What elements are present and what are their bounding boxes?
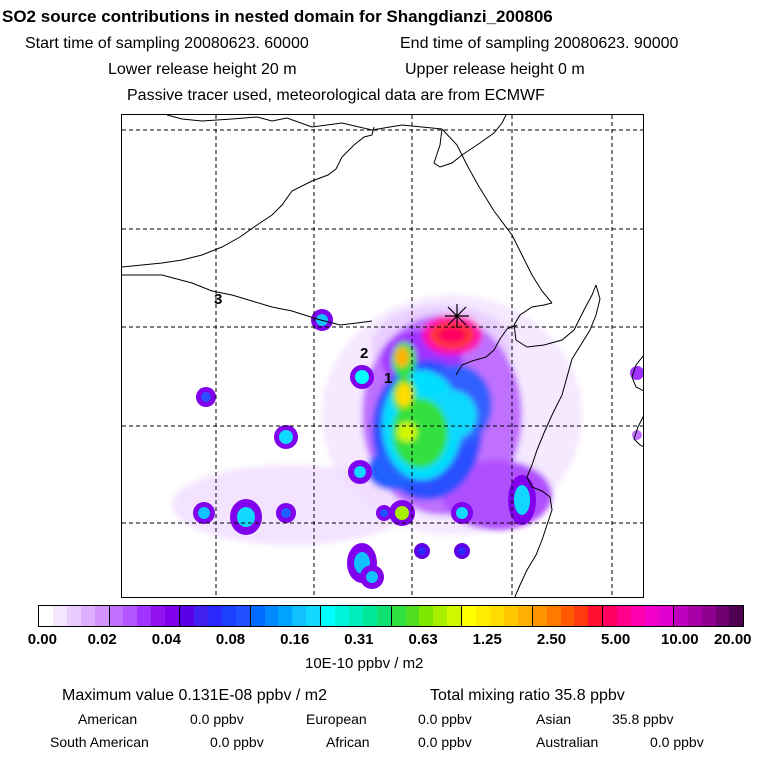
colorbar-segment <box>39 606 53 626</box>
colorbar-tick-label: 2.50 <box>536 631 567 648</box>
colorbar-segment <box>137 606 152 626</box>
plume-field <box>172 295 582 545</box>
colorbar-segment <box>588 606 604 626</box>
region-value: 0.0 ppbv <box>418 734 472 750</box>
colorbar-tick-label: 0.00 <box>27 631 57 648</box>
region-name: European <box>306 711 367 727</box>
colorbar-segment <box>278 606 293 626</box>
map-label-2: 2 <box>360 345 368 362</box>
coastlines <box>122 115 643 597</box>
max-value: Maximum value 0.131E-08 ppbv / m2 <box>62 687 328 704</box>
colorbar-tick-label: 0.63 <box>408 631 438 648</box>
colorbar-segment <box>250 606 265 626</box>
region-name: American <box>78 711 138 727</box>
colorbar-segment <box>207 606 222 626</box>
colorbar-segment <box>306 606 322 626</box>
colorbar-segment <box>560 606 575 626</box>
colorbar-segment <box>264 606 279 626</box>
colorbar-segment <box>66 606 81 626</box>
region-value: 0.0 ppbv <box>210 734 264 750</box>
region-value: 0.0 ppbv <box>190 711 244 727</box>
map-panel: 3 2 1 <box>121 114 644 598</box>
colorbar-tick-label: 10.00 <box>661 631 699 648</box>
region-value: 0.0 ppbv <box>418 711 472 727</box>
upper-release-height: Upper release height 0 m <box>405 61 585 78</box>
colorbar-segment <box>193 606 208 626</box>
colorbar-segment <box>715 606 730 626</box>
region-name: African <box>326 734 370 750</box>
colorbar-segment <box>433 606 448 626</box>
colorbar-tick-label: 0.08 <box>215 631 246 648</box>
colorbar-segment <box>165 606 181 626</box>
colorbar-segment <box>348 606 363 626</box>
region-name: Asian <box>536 711 572 727</box>
colorbar-tick-label: 20.00 <box>713 631 752 648</box>
colorbar-segment <box>419 606 434 626</box>
colorbar-segment <box>532 606 547 626</box>
colorbar-segment <box>476 606 490 626</box>
colorbar-tick-label: 0.31 <box>344 631 374 648</box>
colorbar-segment <box>405 606 420 626</box>
colorbar-segment <box>631 606 645 626</box>
colorbar-segment <box>603 606 618 626</box>
colorbar-segment <box>80 606 95 626</box>
colorbar-segment <box>617 606 632 626</box>
region-name: Australian <box>536 734 599 750</box>
colorbar-tick-label: 0.16 <box>280 631 310 648</box>
colorbar-segment <box>462 606 477 626</box>
colorbar-segment <box>490 606 504 626</box>
colorbar-unit: 10E-10 ppbv / m2 <box>305 655 424 672</box>
colorbar-segment <box>447 606 463 626</box>
region-value: 35.8 ppbv <box>612 711 674 727</box>
colorbar-segment <box>503 606 518 626</box>
map-canvas: 3 2 1 <box>122 115 643 597</box>
station-marker <box>445 304 469 328</box>
isolated-blobs <box>193 309 643 589</box>
colorbar-tick-label: 5.00 <box>601 631 631 648</box>
colorbar-segment <box>376 606 392 626</box>
region-value: 0.0 ppbv <box>650 734 704 750</box>
colorbar-segment <box>335 606 349 626</box>
region-name: South American <box>50 734 149 750</box>
map-label-1: 1 <box>384 370 392 387</box>
colorbar <box>38 605 744 627</box>
colorbar-segment <box>292 606 307 626</box>
colorbar-segment <box>123 606 138 626</box>
colorbar-segment <box>658 606 674 626</box>
colorbar-segment <box>180 606 194 626</box>
colorbar-tick-label: 0.04 <box>151 631 181 648</box>
end-time: End time of sampling 20080623. 90000 <box>400 35 679 52</box>
colorbar-segment <box>687 606 702 626</box>
lower-release-height: Lower release height 20 m <box>108 61 297 78</box>
colorbar-segment <box>321 606 336 626</box>
tracer-note: Passive tracer used, meteorological data… <box>127 87 545 104</box>
colorbar-segment <box>109 606 124 626</box>
total-mixing-ratio: Total mixing ratio 35.8 ppbv <box>430 687 625 704</box>
colorbar-segment <box>94 606 110 626</box>
colorbar-segment <box>362 606 377 626</box>
start-time: Start time of sampling 20080623. 60000 <box>25 35 309 52</box>
map-label-3: 3 <box>214 291 222 308</box>
colorbar-segment <box>729 606 744 626</box>
gridlines <box>122 115 643 597</box>
colorbar-segment <box>574 606 589 626</box>
colorbar-segment <box>701 606 716 626</box>
colorbar-segment <box>644 606 659 626</box>
colorbar-segment <box>391 606 406 626</box>
colorbar-segment <box>673 606 688 626</box>
colorbar-segment <box>151 606 166 626</box>
colorbar-segment <box>52 606 67 626</box>
colorbar-segment <box>235 606 251 626</box>
colorbar-tick-label: 1.25 <box>472 631 502 648</box>
colorbar-tick-label: 0.02 <box>87 631 117 648</box>
colorbar-segment <box>517 606 533 626</box>
colorbar-segment <box>546 606 561 626</box>
chart-title: SO2 source contributions in nested domai… <box>2 7 553 26</box>
colorbar-segment <box>221 606 236 626</box>
